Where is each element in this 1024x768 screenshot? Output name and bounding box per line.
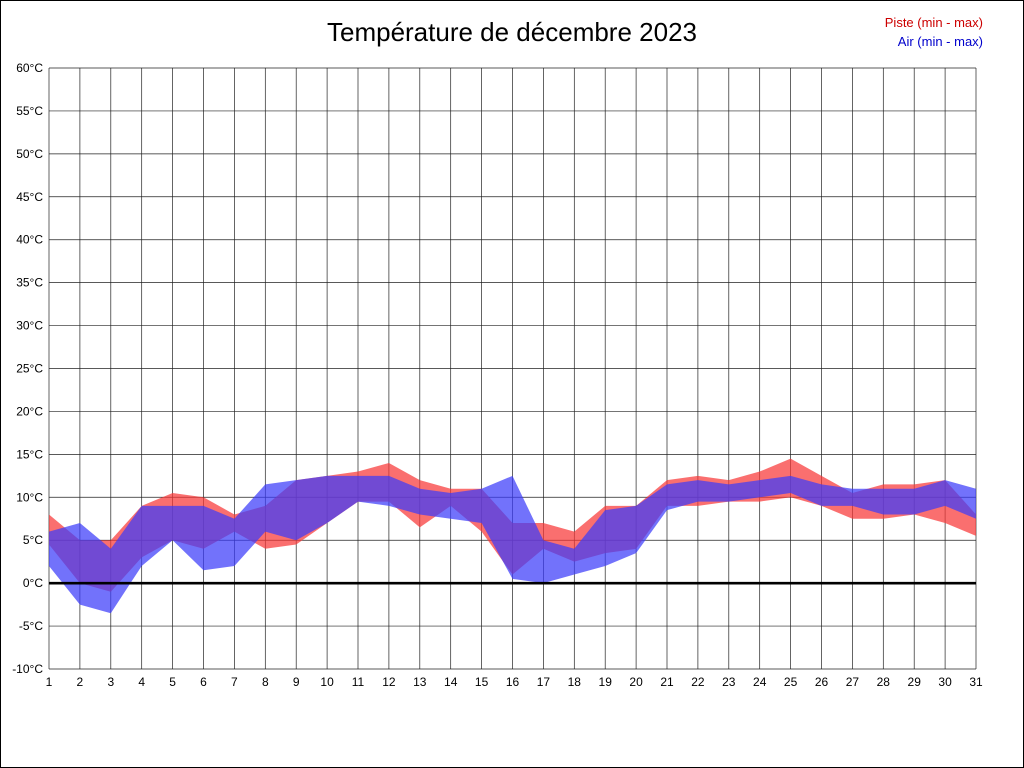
svg-text:25°C: 25°C xyxy=(16,362,43,376)
svg-text:7: 7 xyxy=(231,675,238,689)
legend-item-piste: Piste (min - max) xyxy=(884,15,983,30)
svg-text:45°C: 45°C xyxy=(16,190,43,204)
svg-text:29: 29 xyxy=(908,675,922,689)
svg-text:2: 2 xyxy=(77,675,84,689)
svg-text:8: 8 xyxy=(262,675,269,689)
svg-text:1: 1 xyxy=(46,675,53,689)
svg-text:10: 10 xyxy=(320,675,334,689)
svg-text:50°C: 50°C xyxy=(16,147,43,161)
svg-text:16: 16 xyxy=(506,675,520,689)
svg-text:21: 21 xyxy=(660,675,674,689)
svg-text:24: 24 xyxy=(753,675,767,689)
svg-text:5: 5 xyxy=(169,675,176,689)
svg-text:4: 4 xyxy=(138,675,145,689)
svg-text:31: 31 xyxy=(969,675,983,689)
svg-text:28: 28 xyxy=(877,675,891,689)
svg-text:30°C: 30°C xyxy=(16,319,43,333)
svg-text:18: 18 xyxy=(568,675,582,689)
svg-text:27: 27 xyxy=(846,675,860,689)
svg-text:20: 20 xyxy=(629,675,643,689)
svg-text:10°C: 10°C xyxy=(16,490,43,504)
legend-item-air: Air (min - max) xyxy=(897,34,983,49)
svg-text:22: 22 xyxy=(691,675,705,689)
chart-title: Température de décembre 2023 xyxy=(326,17,697,47)
svg-text:11: 11 xyxy=(352,675,365,689)
svg-text:-10°C: -10°C xyxy=(12,662,43,676)
chart-legend: Piste (min - max) Air (min - max) xyxy=(885,13,983,51)
svg-text:60°C: 60°C xyxy=(16,61,43,75)
svg-text:20°C: 20°C xyxy=(16,404,43,418)
svg-text:12: 12 xyxy=(382,675,396,689)
svg-text:13: 13 xyxy=(413,675,427,689)
svg-text:-5°C: -5°C xyxy=(19,619,43,633)
svg-text:23: 23 xyxy=(722,675,736,689)
svg-text:17: 17 xyxy=(537,675,551,689)
svg-text:15°C: 15°C xyxy=(16,447,43,461)
svg-text:0°C: 0°C xyxy=(23,576,43,590)
svg-text:5°C: 5°C xyxy=(23,533,43,547)
svg-text:14: 14 xyxy=(444,675,458,689)
svg-text:25: 25 xyxy=(784,675,798,689)
svg-text:40°C: 40°C xyxy=(16,233,43,247)
svg-text:26: 26 xyxy=(815,675,829,689)
svg-text:35°C: 35°C xyxy=(16,276,43,290)
svg-text:30: 30 xyxy=(938,675,952,689)
svg-text:55°C: 55°C xyxy=(16,104,43,118)
svg-text:19: 19 xyxy=(599,675,613,689)
svg-text:3: 3 xyxy=(107,675,114,689)
svg-text:9: 9 xyxy=(293,675,300,689)
svg-text:6: 6 xyxy=(200,675,207,689)
svg-text:15: 15 xyxy=(475,675,489,689)
